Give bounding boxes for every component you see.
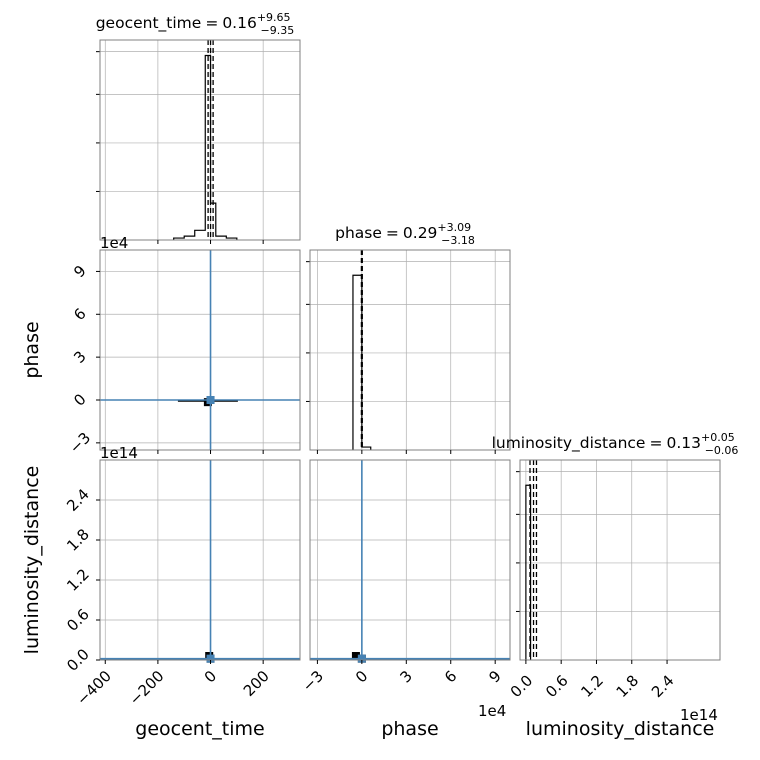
x-axis-title: geocent_time: [135, 718, 264, 740]
y-axis-title: luminosity_distance: [21, 466, 43, 655]
title-name: phase: [335, 224, 382, 242]
y-tick-label: 0.0: [63, 645, 93, 675]
x-tick-label: 1.2: [577, 671, 607, 701]
y-tick-label: 0.6: [63, 605, 93, 635]
x-tick-label: 0: [201, 667, 220, 686]
x-axis-title: luminosity_distance: [526, 718, 715, 740]
title-value: 0.29: [403, 224, 438, 242]
y-tick-label: 2.4: [63, 485, 93, 515]
panel-frame: [309, 459, 511, 661]
title-name: geocent_time: [96, 14, 202, 33]
hist-bar: [353, 275, 362, 450]
title-plus: +3.09: [437, 221, 471, 234]
title-plus: +9.65: [257, 11, 291, 24]
title-minus: −0.06: [705, 444, 739, 457]
panel-title: luminosity_distance = 0.13+0.05 −0.06: [492, 431, 739, 457]
title-eq: =: [205, 14, 218, 32]
panel-frame: [309, 249, 511, 451]
panel-frame: [519, 459, 721, 661]
x-tick-label: 3: [396, 667, 415, 686]
x-tick-label: 6: [441, 667, 460, 686]
x-tick-label: 9: [485, 667, 504, 686]
truth-marker: [206, 654, 215, 663]
y-tick-label: 3: [70, 347, 89, 366]
x-tick-label: 0: [352, 667, 371, 686]
x-axis-title: phase: [381, 718, 438, 740]
title-minus: −3.18: [441, 234, 475, 247]
y-tick-label: −3: [66, 429, 94, 457]
x-tick-label: 200: [240, 667, 273, 700]
x-tick-label: 2.4: [648, 671, 678, 701]
y-offset-label: 1e4: [100, 234, 128, 252]
title-value: 0.13: [666, 434, 701, 452]
title-eq: =: [649, 434, 662, 452]
x-tick-label: 1.8: [613, 671, 643, 701]
x-tick-label: 0.6: [542, 671, 572, 701]
x-tick-label: −3: [299, 667, 327, 695]
density-point: [351, 652, 360, 660]
truth-marker: [206, 396, 215, 404]
title-value: 0.16: [222, 14, 257, 32]
title-plus: +0.05: [701, 431, 735, 444]
title-name: luminosity_distance: [492, 434, 646, 453]
hist-outline: [173, 54, 238, 240]
scatter-panel-luminosity-distance-vs-geocent-time: [96, 459, 301, 664]
panel-title: phase = 0.29+3.09 −3.18: [335, 221, 475, 247]
x-tick-label: −400: [73, 667, 115, 709]
y-tick-label: 1.8: [63, 525, 93, 555]
y-tick-label: 9: [70, 262, 89, 281]
hist-outline: [352, 274, 372, 450]
panel-frame: [99, 459, 301, 661]
hist-panel-phase: phase = 0.29+3.09 −3.18: [306, 221, 511, 454]
x-offset-label: 1e14: [680, 706, 718, 724]
y-axis-title: phase: [21, 321, 43, 378]
scatter-panel-phase-vs-geocent-time: [96, 249, 301, 454]
panel-frame: [99, 39, 301, 241]
y-tick-label: 0: [70, 390, 89, 409]
y-tick-label: 1.2: [63, 565, 93, 595]
y-tick-label: 6: [70, 305, 89, 324]
x-offset-label: 1e4: [478, 702, 506, 720]
panel-frame: [99, 249, 301, 451]
hist-panel-geocent-time: geocent_time = 0.16+9.65 −9.35: [96, 11, 301, 244]
scatter-panel-luminosity-distance-vs-phase: [309, 459, 511, 664]
title-eq: =: [386, 224, 399, 242]
hist-panel-luminosity-distance: luminosity_distance = 0.13+0.05 −0.06 0.0 0.6…: [492, 431, 739, 724]
title-minus: −9.35: [261, 24, 295, 37]
truth-marker: [357, 654, 366, 663]
panel-title: geocent_time = 0.16+9.65 −9.35: [96, 11, 295, 37]
hist-bar: [195, 230, 206, 240]
x-tick-label: 0.0: [507, 671, 537, 701]
x-tick-label: −200: [126, 667, 168, 709]
y-offset-label: 1e14: [100, 444, 138, 462]
